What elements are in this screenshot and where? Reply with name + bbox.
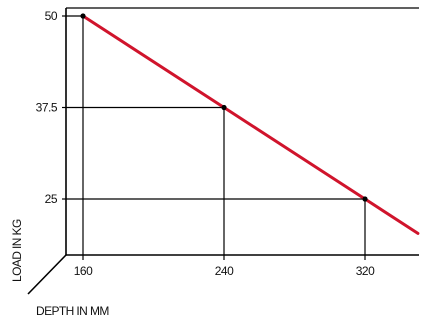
y-axis-title: LOAD IN KG xyxy=(10,219,24,282)
chart-frame xyxy=(27,7,419,295)
guide-lines xyxy=(66,15,366,255)
series-line xyxy=(81,14,420,235)
depth-axis-line xyxy=(27,254,67,295)
y-tick-label: 37.5 xyxy=(36,101,58,115)
x-tick-label: 320 xyxy=(356,264,375,278)
x-axis-title: DEPTH IN MM xyxy=(36,304,109,318)
y-tick-label: 25 xyxy=(45,192,58,206)
data-point xyxy=(221,104,227,111)
axis-labels: LOAD IN KG DEPTH IN MM 160 240 320 50 37.5 25 xyxy=(10,9,376,318)
y-tick-label: 50 xyxy=(45,9,58,23)
data-point xyxy=(80,13,86,19)
x-tick-label: 160 xyxy=(74,264,93,278)
series-lines xyxy=(81,14,420,235)
data-points xyxy=(80,13,368,202)
x-tick-label: 240 xyxy=(215,264,234,278)
data-point xyxy=(362,196,368,202)
